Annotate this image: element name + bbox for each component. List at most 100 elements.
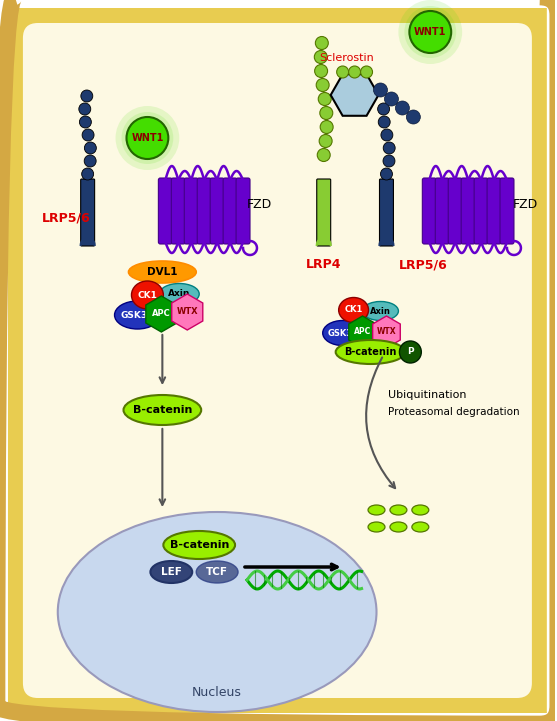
Circle shape <box>319 135 332 148</box>
Ellipse shape <box>196 561 238 583</box>
Ellipse shape <box>58 512 377 712</box>
Ellipse shape <box>131 281 163 309</box>
Circle shape <box>81 90 93 102</box>
Ellipse shape <box>363 301 398 321</box>
Circle shape <box>407 110 421 124</box>
Circle shape <box>318 92 331 105</box>
Circle shape <box>383 142 395 154</box>
Text: Axin: Axin <box>168 290 190 298</box>
FancyBboxPatch shape <box>23 23 532 698</box>
Ellipse shape <box>115 106 179 170</box>
Polygon shape <box>373 316 400 348</box>
Polygon shape <box>146 296 177 332</box>
FancyBboxPatch shape <box>474 178 488 244</box>
Text: WNT1: WNT1 <box>131 133 164 143</box>
FancyBboxPatch shape <box>317 179 331 246</box>
Text: LRP4: LRP4 <box>306 259 341 272</box>
Circle shape <box>316 79 329 92</box>
Circle shape <box>409 11 451 53</box>
Text: Axin: Axin <box>370 306 391 316</box>
Ellipse shape <box>409 11 451 53</box>
Circle shape <box>82 168 94 180</box>
Text: B-catenin: B-catenin <box>133 405 192 415</box>
Ellipse shape <box>121 112 173 164</box>
Circle shape <box>315 64 328 77</box>
Text: GSK3β: GSK3β <box>327 329 358 337</box>
FancyBboxPatch shape <box>81 179 95 246</box>
Ellipse shape <box>339 298 369 322</box>
FancyBboxPatch shape <box>422 178 436 244</box>
FancyBboxPatch shape <box>210 178 224 244</box>
FancyBboxPatch shape <box>8 8 547 713</box>
Circle shape <box>315 37 328 50</box>
Polygon shape <box>349 316 377 348</box>
FancyBboxPatch shape <box>172 178 185 244</box>
Ellipse shape <box>126 117 168 159</box>
Text: APC: APC <box>152 309 171 319</box>
Text: Nucleus: Nucleus <box>192 686 242 699</box>
FancyBboxPatch shape <box>435 178 449 244</box>
Circle shape <box>395 101 409 115</box>
Circle shape <box>317 149 330 162</box>
FancyBboxPatch shape <box>448 178 462 244</box>
Text: P: P <box>407 348 414 356</box>
FancyBboxPatch shape <box>500 178 514 244</box>
FancyBboxPatch shape <box>487 178 501 244</box>
Circle shape <box>380 168 393 180</box>
Text: WTX: WTX <box>377 327 396 337</box>
Ellipse shape <box>323 321 363 345</box>
Circle shape <box>320 120 333 133</box>
Ellipse shape <box>412 522 429 532</box>
Ellipse shape <box>336 340 405 364</box>
Polygon shape <box>172 294 203 330</box>
Ellipse shape <box>368 522 385 532</box>
FancyBboxPatch shape <box>223 178 237 244</box>
Ellipse shape <box>390 522 407 532</box>
Circle shape <box>374 83 388 97</box>
Circle shape <box>381 129 393 141</box>
Circle shape <box>349 66 360 78</box>
Text: GSK3β: GSK3β <box>121 311 154 319</box>
Circle shape <box>360 66 373 78</box>
Text: APC: APC <box>354 327 371 337</box>
Circle shape <box>383 155 395 167</box>
Circle shape <box>384 92 398 106</box>
Text: FZD: FZD <box>513 198 538 211</box>
Polygon shape <box>331 74 379 116</box>
Ellipse shape <box>150 561 192 583</box>
FancyBboxPatch shape <box>379 179 393 246</box>
Circle shape <box>126 117 168 159</box>
Circle shape <box>336 66 349 78</box>
FancyBboxPatch shape <box>236 178 250 244</box>
Circle shape <box>378 116 390 128</box>
Text: CK1: CK1 <box>344 306 363 314</box>
Circle shape <box>399 341 421 363</box>
Ellipse shape <box>163 531 235 559</box>
Circle shape <box>378 103 389 115</box>
Ellipse shape <box>398 0 462 64</box>
Circle shape <box>84 155 96 167</box>
Text: FZD: FZD <box>247 198 272 211</box>
Text: WTX: WTX <box>177 307 198 317</box>
Ellipse shape <box>390 505 407 515</box>
Text: Sclerostin: Sclerostin <box>319 53 374 63</box>
Text: LRP5/6: LRP5/6 <box>398 259 447 272</box>
Ellipse shape <box>159 283 199 304</box>
Ellipse shape <box>412 505 429 515</box>
Ellipse shape <box>115 301 160 329</box>
Circle shape <box>80 116 91 128</box>
Circle shape <box>79 103 91 115</box>
Ellipse shape <box>129 261 196 283</box>
Circle shape <box>82 129 94 141</box>
Ellipse shape <box>124 395 201 425</box>
Text: LEF: LEF <box>161 567 182 577</box>
Ellipse shape <box>404 6 456 58</box>
Ellipse shape <box>368 505 385 515</box>
Text: Ubiquitination: Ubiquitination <box>388 390 467 400</box>
FancyBboxPatch shape <box>158 178 172 244</box>
FancyBboxPatch shape <box>461 178 475 244</box>
Text: Proteasomal degradation: Proteasomal degradation <box>388 407 520 417</box>
Circle shape <box>314 50 328 63</box>
Text: DVL1: DVL1 <box>147 267 178 277</box>
Text: WNT1: WNT1 <box>414 27 447 37</box>
